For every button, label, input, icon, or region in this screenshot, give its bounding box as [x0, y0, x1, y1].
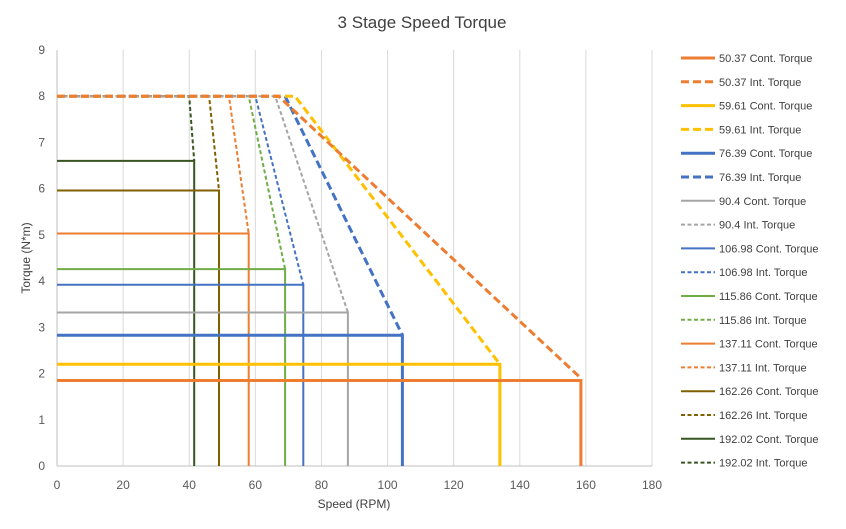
legend-label: 162.26 Cont. Torque [719, 386, 818, 398]
legend-label: 59.61 Int. Torque [719, 124, 801, 136]
y-tick-label: 5 [38, 228, 45, 242]
legend-label: 115.86 Int. Torque [719, 315, 807, 327]
x-tick-label: 160 [576, 478, 596, 492]
legend-label: 76.39 Cont. Torque [719, 148, 812, 160]
legend-label: 192.02 Cont. Torque [719, 434, 818, 446]
x-tick-label: 60 [249, 478, 263, 492]
legend-label: 50.37 Cont. Torque [719, 53, 812, 65]
series-line-76-39-cont-torque [57, 333, 404, 466]
y-tick-label: 4 [38, 274, 45, 288]
legend-label: 106.98 Int. Torque [719, 267, 807, 279]
legend-label: 106.98 Cont. Torque [719, 243, 818, 255]
y-tick-label: 3 [38, 320, 45, 334]
axes [56, 50, 652, 467]
x-tick-label: 100 [378, 478, 398, 492]
legend-label: 59.61 Cont. Torque [719, 101, 812, 113]
x-tick-label: 0 [54, 478, 61, 492]
x-axis-title: Speed (RPM) [318, 497, 391, 511]
legend-label: 76.39 Int. Torque [719, 172, 801, 184]
y-tick-label: 6 [38, 182, 45, 196]
legend-label: 192.02 Int. Torque [719, 458, 807, 470]
series-line-50-37-int-torque [57, 94, 582, 380]
chart-title: 3 Stage Speed Torque [338, 13, 507, 32]
grid-lines [56, 50, 653, 466]
x-tick-label: 120 [444, 478, 464, 492]
y-tick-label: 7 [38, 135, 45, 149]
y-tick-label: 9 [38, 43, 45, 57]
x-tick-label: 140 [510, 478, 530, 492]
y-tick-label: 8 [38, 89, 45, 103]
y-tick-label: 0 [38, 459, 45, 473]
series-line-106-98-cont-torque [57, 283, 305, 466]
legend-label: 115.86 Cont. Torque [719, 291, 818, 303]
legend-label: 137.11 Int. Torque [719, 362, 807, 374]
series-line-59-61-cont-torque [57, 362, 502, 466]
legend-label: 50.37 Int. Torque [719, 77, 801, 89]
x-tick-label: 40 [183, 478, 197, 492]
series-line-50-37-cont-torque [57, 379, 583, 466]
legend-label: 90.4 Int. Torque [719, 220, 795, 232]
series-line-115-86-cont-torque [57, 268, 287, 466]
series-line-90-4-cont-torque [57, 311, 349, 466]
series-line-162-26-cont-torque [57, 189, 220, 466]
y-tick-label: 2 [38, 367, 45, 381]
x-tick-label: 20 [116, 478, 130, 492]
legend: 50.37 Cont. Torque 50.37 Int. Torque 59.61… [681, 53, 818, 470]
series-line-137-11-cont-torque [57, 232, 250, 466]
x-tick-label: 180 [642, 478, 662, 492]
x-tick-label: 80 [315, 478, 329, 492]
legend-label: 137.11 Cont. Torque [719, 339, 818, 351]
legend-label: 162.26 Int. Torque [719, 410, 807, 422]
series-group [57, 94, 583, 466]
y-tick-label: 1 [38, 413, 45, 427]
tick-labels: 0 20 40 60 80 100 120 140 160 180 0 1 2 3 4 5 6 7 8 9 [38, 43, 662, 492]
legend-label: 90.4 Cont. Torque [719, 196, 806, 208]
y-axis-title: Torque (N*m) [19, 222, 33, 293]
